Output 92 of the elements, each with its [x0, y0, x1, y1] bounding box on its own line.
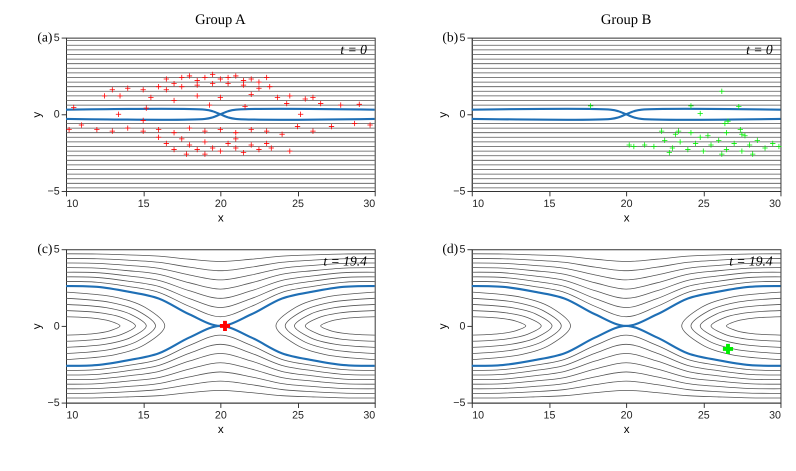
- line-series: [471, 298, 562, 354]
- line-series: [66, 316, 120, 336]
- x-tick-label: 25: [292, 410, 304, 422]
- text: (c): [37, 241, 52, 256]
- chart-title: Group B: [600, 12, 652, 28]
- y-tick-label: 5: [460, 244, 466, 256]
- y-tick-label: −5: [48, 397, 60, 409]
- x-tick-label: 15: [138, 410, 150, 422]
- line-series: [66, 334, 376, 371]
- x-axis-title: x: [218, 423, 224, 436]
- line-series: [471, 344, 781, 376]
- x-tick-label: 20: [214, 410, 227, 422]
- line-series: [66, 310, 136, 342]
- line-series: [471, 372, 781, 390]
- x-tick-label: 30: [363, 410, 376, 422]
- y-tick-label: 0: [460, 320, 466, 332]
- x-tick-label: 15: [544, 198, 556, 210]
- line-series: [471, 292, 571, 360]
- y-axis-title: y: [436, 112, 450, 118]
- x-tick-label: 15: [544, 410, 556, 422]
- line-series: [681, 292, 781, 360]
- y-tick-label: −5: [48, 185, 60, 198]
- line-series: [66, 304, 147, 348]
- y-tick-label: 5: [54, 244, 60, 256]
- x-tick-label: 15: [138, 198, 150, 210]
- line-series: [470, 108, 782, 121]
- y-tick-label: 5: [460, 32, 466, 44]
- line-series: [726, 316, 781, 336]
- y-tick-label: 0: [460, 108, 466, 121]
- x-axis-title: x: [218, 212, 224, 225]
- line-series: [66, 258, 376, 272]
- x-tick-label: 25: [698, 410, 710, 422]
- y-axis-title: y: [436, 323, 450, 330]
- line-series: [304, 310, 376, 342]
- line-series: [471, 281, 781, 318]
- line-series: [471, 304, 552, 348]
- x-axis-title: x: [624, 423, 630, 436]
- line-series: [471, 258, 781, 272]
- x-tick-label: 10: [472, 410, 484, 422]
- text: (a): [37, 29, 52, 44]
- x-tick-label: 20: [620, 198, 633, 210]
- line-series: [471, 362, 781, 385]
- line-series: [471, 380, 781, 394]
- line-series: [471, 310, 542, 342]
- x-tick-label: 10: [66, 410, 78, 422]
- y-tick-label: 0: [54, 320, 60, 332]
- line-series: [66, 272, 376, 299]
- text: (b): [442, 29, 458, 44]
- line-series: [66, 276, 376, 308]
- line-series: [66, 281, 376, 318]
- line-series: [294, 304, 376, 348]
- line-series: [66, 292, 166, 360]
- line-series: [66, 372, 376, 390]
- line-series: [276, 292, 376, 360]
- line-series: [471, 334, 781, 371]
- line-series: [66, 362, 376, 385]
- x-tick-label: 30: [769, 198, 782, 210]
- x-tick-label: 30: [363, 198, 376, 210]
- line-series: [64, 108, 376, 121]
- line-series: [320, 316, 376, 336]
- text: (d): [442, 241, 458, 256]
- line-series: [284, 298, 376, 354]
- y-axis-title: y: [30, 112, 44, 118]
- y-tick-label: −5: [453, 185, 466, 198]
- x-tick-label: 25: [292, 198, 304, 210]
- x-tick-label: 30: [769, 410, 782, 422]
- line-series: [700, 304, 781, 348]
- y-tick-label: −5: [453, 397, 466, 409]
- y-axis-title: y: [30, 323, 44, 330]
- line-series: [710, 310, 781, 342]
- line-series: [66, 344, 376, 376]
- line-series: [66, 267, 376, 290]
- line-series: [471, 267, 781, 290]
- line-series: [471, 272, 781, 299]
- line-series: [471, 316, 526, 336]
- line-series: [471, 353, 781, 380]
- line-series: [66, 390, 376, 398]
- y-tick-label: 0: [54, 108, 60, 121]
- x-axis-title: x: [624, 212, 630, 225]
- x-tick-label: 25: [698, 198, 710, 210]
- line-series: [471, 276, 781, 308]
- line-series: [66, 298, 156, 354]
- x-tick-label: 20: [214, 198, 227, 210]
- x-tick-label: 10: [66, 198, 78, 210]
- line-series: [690, 298, 781, 354]
- chart-title: Group A: [195, 12, 246, 28]
- line-series: [471, 390, 781, 398]
- x-tick-label: 10: [472, 198, 484, 210]
- y-tick-label: 5: [54, 32, 60, 44]
- x-tick-label: 20: [620, 410, 633, 422]
- line-series: [66, 353, 376, 380]
- line-series: [66, 380, 376, 394]
